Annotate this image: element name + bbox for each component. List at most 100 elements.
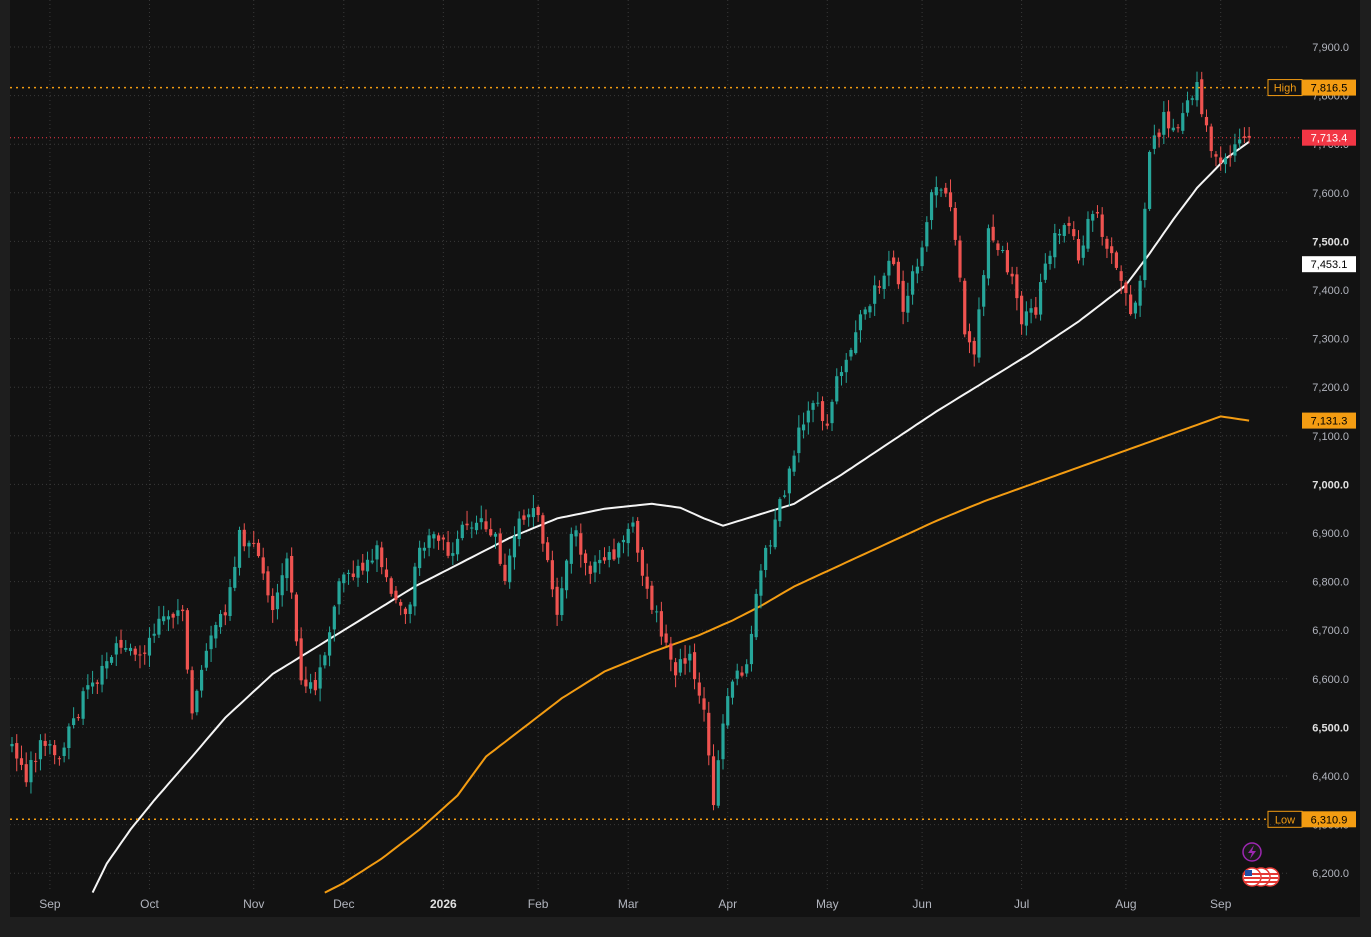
us-flag-icon[interactable] (1242, 867, 1262, 887)
candle-down (271, 595, 275, 611)
candle-up (1143, 208, 1147, 281)
candle-up (560, 588, 564, 616)
candle-down (15, 743, 19, 759)
moving-average-lines (91, 140, 1250, 894)
y-axis-tick-label: 6,500.0 (1312, 722, 1349, 734)
candle-up (318, 667, 322, 689)
candle-down (53, 745, 57, 756)
candle-up (1043, 263, 1047, 280)
candle-down (1105, 238, 1109, 249)
candle-up (1138, 280, 1142, 306)
candle-up (204, 650, 208, 668)
x-axis-tick-label: Apr (718, 897, 737, 911)
candle-down (967, 331, 972, 343)
price-badge-label: 7,131.3 (1311, 416, 1348, 428)
candle-up (982, 275, 986, 307)
candle-up (1185, 100, 1190, 113)
candle-down (242, 529, 246, 547)
y-axis-tick-label: 7,300.0 (1312, 334, 1349, 346)
candle-down (34, 760, 38, 762)
candle-down (958, 240, 962, 278)
candle-down (294, 594, 298, 642)
candle-up (479, 518, 483, 523)
candle-up (873, 285, 877, 304)
candle-up (474, 522, 479, 531)
candle-up (157, 618, 161, 635)
candle-up (721, 723, 725, 760)
candle-up (887, 260, 891, 276)
y-axis-tick-label: 6,800.0 (1312, 577, 1349, 589)
candle-down (119, 639, 123, 648)
candle-up (432, 534, 436, 539)
x-axis[interactable]: Sep Oct Nov Dec 2026 Feb Mar Apr May Jun Jul Aug Sep (39, 897, 1231, 911)
candle-down (702, 698, 706, 710)
candle-up (365, 559, 370, 572)
candle-up (128, 647, 133, 652)
candle-up (986, 228, 991, 279)
candle-down (399, 602, 403, 606)
candle-down (484, 521, 488, 530)
candle-up (1029, 308, 1033, 313)
candle-down (1034, 307, 1038, 315)
candle-up (86, 685, 90, 690)
candle-up (787, 468, 791, 494)
y-axis-tick-label: 6,200.0 (1312, 868, 1349, 880)
candle-up (925, 222, 929, 247)
event-markers[interactable] (1242, 842, 1280, 887)
candle-up (531, 508, 535, 518)
high-value-badge (1302, 79, 1356, 96)
candle-up (418, 547, 422, 569)
candle-up (849, 349, 853, 357)
candle-up (1001, 249, 1005, 251)
candle-up (114, 643, 118, 655)
candle-down (190, 670, 194, 714)
y-axis-tick-label: 7,500.0 (1312, 236, 1349, 248)
candle-up (882, 275, 886, 289)
candle-up (1038, 282, 1043, 315)
y-axis-tick-label: 6,900.0 (1312, 528, 1349, 540)
candle-down (583, 553, 588, 564)
candle-down (825, 423, 829, 426)
candle-up (749, 633, 754, 665)
candle-up (62, 747, 66, 757)
candle-down (683, 658, 687, 664)
candle-up (977, 309, 981, 358)
candle-down (1020, 295, 1024, 325)
candle-up (1053, 233, 1057, 258)
candle-up (152, 633, 156, 636)
candle-down (223, 612, 227, 616)
candle-up (214, 625, 218, 639)
candle-up (346, 572, 351, 574)
plot-area[interactable] (10, 0, 1360, 917)
candle-down (659, 611, 663, 637)
candle-up (470, 527, 474, 529)
candle-down (692, 652, 697, 680)
candle-down (541, 515, 545, 544)
candle-up (915, 266, 919, 274)
candle-down (498, 533, 502, 564)
candle-up (764, 547, 768, 571)
candle-down (991, 226, 995, 241)
low-value-badge (1302, 811, 1356, 828)
candle-up (1152, 135, 1156, 149)
lightning-icon[interactable] (1242, 842, 1262, 862)
candle-up (934, 187, 938, 196)
candle-down (1005, 250, 1009, 273)
candle-down (313, 679, 317, 691)
candle-down (1157, 132, 1161, 137)
candle-down (896, 261, 900, 285)
candle-down (389, 578, 393, 594)
candle-up (1091, 214, 1095, 221)
candle-up (1133, 302, 1137, 314)
moving-average-line-white (91, 140, 1250, 894)
candle-down (550, 560, 554, 590)
candle-down (380, 547, 384, 568)
candle-down (1204, 116, 1209, 126)
candle-down (1219, 157, 1223, 164)
candle-down (953, 207, 957, 240)
x-axis-tick-label: Feb (528, 897, 549, 911)
candle-down (669, 643, 673, 660)
candle-up (1024, 311, 1028, 326)
x-axis-tick-label: Mar (618, 897, 639, 911)
